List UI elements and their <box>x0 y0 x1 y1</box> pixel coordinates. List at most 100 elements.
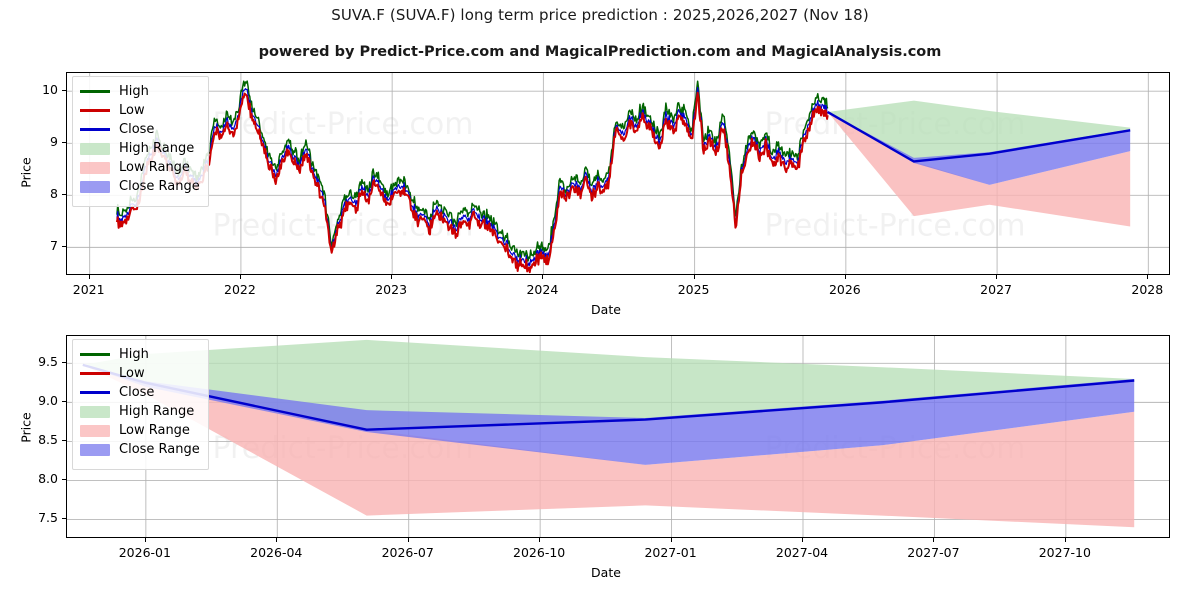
top-chart-panel: Price Predict-Price.com Predict-Price.com… <box>19 72 1170 317</box>
y-tick-mark <box>62 142 66 144</box>
x-tick-mark <box>239 275 241 279</box>
top-legend-swatch-line-icon <box>80 128 110 131</box>
top-legend-swatch-line-icon <box>80 90 110 93</box>
low-history-line <box>115 91 829 274</box>
y-tick-mark <box>62 518 66 520</box>
bottom-legend-swatch-patch-icon <box>80 405 110 418</box>
top-legend-label: Close Range <box>119 179 200 194</box>
bottom-legend-label: Low Range <box>119 423 190 438</box>
x-tick-label: 2028 <box>1131 282 1164 297</box>
y-tick-label: 9 <box>50 134 58 150</box>
x-tick-mark <box>670 538 672 542</box>
top-legend-swatch-patch-icon <box>80 161 110 174</box>
y-tick-label: 8.5 <box>38 432 58 448</box>
top-legend-label: High <box>119 84 149 99</box>
x-tick-label: 2022 <box>224 282 256 297</box>
x-tick-label: 2027-10 <box>1038 545 1091 560</box>
y-tick-mark <box>62 479 66 481</box>
top-legend-item-low-range: Low Range <box>80 158 199 177</box>
low-range-band <box>82 364 1135 528</box>
x-tick-mark <box>539 538 541 542</box>
x-tick-mark <box>802 538 803 542</box>
bottom-legend-item-high: High <box>80 345 199 364</box>
x-tick-label: 2023 <box>375 282 408 297</box>
bottom-legend-swatch-line-icon <box>80 391 110 394</box>
x-tick-mark <box>88 275 90 279</box>
x-tick-mark <box>144 538 146 542</box>
top-legend-item-high: High <box>80 82 199 101</box>
top-legend-label: High Range <box>119 141 195 156</box>
high-range-band <box>82 339 1135 430</box>
close-forecast-line <box>827 110 1131 163</box>
watermark-text: Predict-Price.com <box>765 208 1026 243</box>
bottom-legend-label: Close <box>119 385 155 400</box>
x-tick-mark <box>996 275 998 279</box>
bottom-legend-label: High <box>119 347 149 362</box>
x-tick-label: 2027-04 <box>775 545 829 560</box>
x-tick-label: 2027-07 <box>907 545 960 560</box>
forecast-bands <box>827 100 1131 227</box>
x-tick-label: 2026 <box>828 282 861 297</box>
top-legend-swatch-line-icon <box>80 109 110 112</box>
top-legend: High Low Close High Range Low Range Close Ran… <box>72 76 209 207</box>
high-range-band <box>827 100 1131 162</box>
x-tick-label: 2024 <box>526 282 559 297</box>
x-tick-mark <box>1064 538 1066 542</box>
bottom-legend-label: Low <box>119 366 145 381</box>
y-tick-mark <box>62 440 66 442</box>
x-tick-label: 2026-01 <box>118 545 171 560</box>
bottom-legend-item-close-range: Close Range <box>80 440 200 459</box>
bottom-legend-label: Close Range <box>119 442 200 457</box>
y-tick-label: 9.5 <box>38 354 58 370</box>
y-tick-label: 8 <box>50 186 58 202</box>
top-legend-label: Low <box>119 103 145 118</box>
y-tick-label: 10 <box>42 82 58 98</box>
x-tick-label: 2025 <box>677 282 710 297</box>
bottom-legend-item-close: Close <box>80 383 199 402</box>
bottom-legend-swatch-line-icon <box>80 353 110 356</box>
x-tick-mark <box>542 275 544 279</box>
x-tick-label: 2026-07 <box>381 545 434 560</box>
bottom-legend-swatch-patch-icon <box>80 424 110 437</box>
x-tick-mark <box>933 538 935 542</box>
top-legend-item-high-range: High Range <box>80 139 199 158</box>
top-legend-swatch-patch-icon <box>80 180 110 193</box>
top-legend-swatch-patch-icon <box>80 142 110 155</box>
x-tick-mark <box>276 538 278 542</box>
x-tick-mark <box>1147 275 1149 279</box>
y-tick-mark <box>62 194 66 196</box>
x-tick-label: 2026-10 <box>513 545 566 560</box>
bottom-chart-panel: Price Predict-Price.comPredict-Price.com… <box>0 320 1200 600</box>
x-tick-mark <box>391 275 393 279</box>
bottom-legend-swatch-line-icon <box>80 372 110 375</box>
y-tick-label: 7.5 <box>38 510 58 526</box>
bottom-legend: High Low Close High Range Low Range Close Ran… <box>72 339 209 470</box>
bottom-legend-label: High Range <box>119 404 195 419</box>
x-tick-label: 2027-01 <box>644 545 697 560</box>
close-range-band <box>82 364 1135 465</box>
top-legend-item-low: Low <box>80 101 199 120</box>
close-range-band <box>827 112 1131 185</box>
top-plot-area: Predict-Price.com Predict-Price.com Predic… <box>66 72 1170 275</box>
x-tick-label: 2026-04 <box>250 545 303 560</box>
top-x-axis-label: Date <box>591 302 621 317</box>
bottom-legend-item-low-range: Low Range <box>80 421 199 440</box>
bottom-legend-item-high-range: High Range <box>80 402 199 421</box>
y-tick-mark <box>62 401 66 403</box>
top-legend-item-close: Close <box>80 120 199 139</box>
x-tick-label: 2027 <box>980 282 1012 297</box>
x-tick-mark <box>844 275 846 279</box>
y-tick-label: 9.0 <box>38 393 58 409</box>
top-legend-label: Close <box>119 122 155 137</box>
history-series <box>115 80 829 274</box>
forecast-bands <box>82 339 1135 528</box>
y-tick-label: 8.0 <box>38 471 58 487</box>
low-range-band <box>827 112 1131 227</box>
bottom-legend-item-low: Low <box>80 364 199 383</box>
x-tick-label: 2021 <box>72 282 105 297</box>
